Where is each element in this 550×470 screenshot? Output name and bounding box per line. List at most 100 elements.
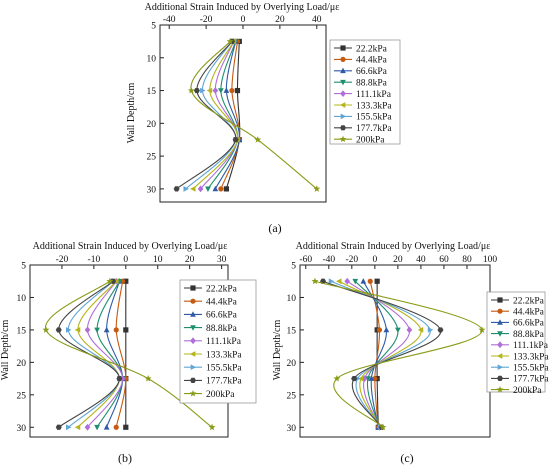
y-tick-label: 5 (21, 262, 26, 272)
data-point (336, 278, 342, 285)
series-line-3 (214, 41, 240, 190)
legend-marker (497, 297, 503, 303)
data-point (223, 186, 229, 192)
data-point (229, 87, 235, 94)
legend-marker (497, 331, 503, 337)
legend-marker (189, 351, 196, 357)
legend-label: 155.5kPa (356, 113, 392, 123)
data-point (254, 136, 262, 143)
legend-label: 66.6kPa (206, 311, 238, 321)
y-tick-label: 30 (147, 185, 157, 195)
legend-label: 22.2kPa (513, 296, 545, 306)
data-point (212, 87, 219, 94)
panel-label: (c) (400, 451, 413, 465)
legend-label: 44.4kPa (513, 308, 545, 318)
legend-marker (340, 90, 346, 97)
legend-label: 22.2kPa (206, 284, 238, 294)
legend-label: 177.7kPa (356, 124, 392, 134)
x-tick-label: -20 (345, 255, 358, 265)
legend-label: 111.1kPa (206, 337, 242, 347)
legend-label: 200kPa (513, 386, 542, 396)
x-axis-title: Additional Strain Induced by Overlying L… (296, 241, 491, 252)
legend-label: 177.7kPa (513, 375, 549, 385)
y-tick-label: 15 (147, 87, 157, 97)
legend-label: 88.8kPa (356, 79, 388, 89)
legend-label: 66.6kPa (513, 319, 545, 329)
x-axis-title: Additional Strain Induced by Overlying L… (33, 241, 228, 252)
data-point (206, 87, 213, 94)
data-point (313, 185, 321, 192)
data-point (352, 278, 359, 285)
data-point (226, 37, 234, 45)
y-tick-label: 20 (17, 359, 27, 369)
data-point (234, 87, 241, 94)
legend-marker (190, 325, 196, 331)
legend-label: 133.3kPa (206, 350, 242, 360)
legend-marker (497, 341, 503, 349)
y-tick-label: 20 (287, 359, 297, 369)
data-point (395, 327, 401, 334)
data-point (84, 326, 91, 334)
legend-marker (497, 364, 504, 371)
y-tick-label: 5 (291, 262, 296, 272)
legend-label: 155.5kPa (513, 364, 549, 374)
data-point (144, 374, 152, 382)
data-point (197, 185, 204, 193)
data-point (42, 326, 50, 333)
legend-label: 88.8kPa (513, 330, 545, 340)
legend-marker (340, 45, 346, 51)
data-point (190, 186, 196, 192)
data-point (218, 186, 224, 192)
data-point (355, 375, 361, 382)
y-tick-label: 20 (147, 120, 157, 130)
legend-marker (496, 385, 504, 393)
data-point (103, 326, 110, 333)
series-line-3 (106, 281, 124, 428)
data-point (208, 423, 216, 431)
x-tick-label: 0 (372, 255, 377, 265)
y-tick-label: 5 (151, 22, 156, 32)
data-point (183, 186, 189, 192)
series-line-3 (362, 280, 387, 428)
series-line-4 (207, 41, 239, 190)
x-tick-label: 0 (123, 255, 128, 265)
data-point (55, 424, 62, 430)
legend-marker (497, 375, 503, 381)
y-axis-title: Wall Depth/cm (272, 320, 283, 381)
x-tick-label: 40 (312, 15, 322, 25)
series-line-5 (200, 41, 239, 190)
data-point (478, 326, 486, 333)
y-tick-label: 10 (287, 294, 297, 304)
data-point (106, 277, 114, 285)
legend-marker (496, 353, 503, 359)
legend-label: 200kPa (356, 136, 385, 146)
series-line-2 (220, 41, 241, 190)
legend-marker (340, 113, 347, 120)
series-line-1 (225, 41, 241, 190)
data-point (173, 186, 180, 192)
legend-label: 111.1kPa (513, 341, 549, 351)
legend-marker (340, 56, 346, 63)
legend-label: 111.1kPa (356, 90, 392, 100)
x-tick-label: 20 (185, 255, 195, 265)
data-point (328, 278, 335, 285)
data-point (367, 278, 373, 284)
legend-marker (339, 102, 346, 108)
x-tick-label: 20 (275, 15, 285, 25)
legend-label: 44.4kPa (206, 298, 238, 308)
series-line-8 (322, 280, 442, 428)
series-line-5 (86, 280, 124, 428)
data-point (123, 278, 129, 284)
data-point (103, 424, 110, 430)
panel-label: (b) (118, 451, 132, 465)
x-tick-label: -10 (88, 255, 101, 265)
legend-marker (190, 364, 197, 371)
series-line-9 (314, 280, 483, 428)
x-tick-label: 10 (153, 255, 163, 265)
legend-label: 155.5kPa (206, 364, 242, 374)
y-tick-label: 30 (287, 424, 297, 434)
x-tick-label: -20 (56, 255, 69, 265)
data-point (223, 87, 230, 93)
data-point (84, 423, 91, 431)
